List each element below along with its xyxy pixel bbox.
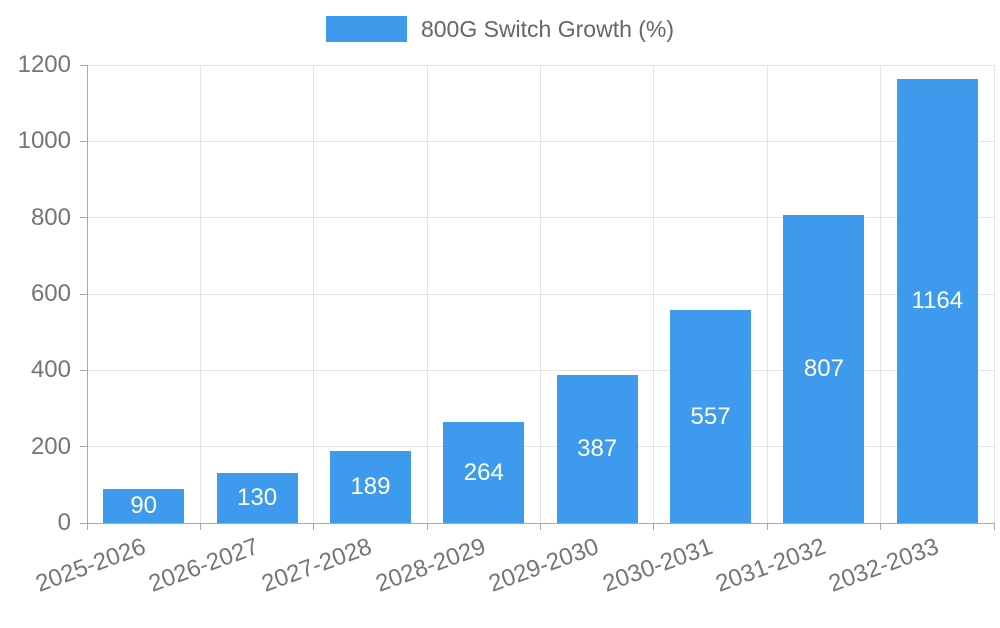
y-tick-mark [80, 217, 87, 219]
x-gridline [993, 65, 995, 523]
x-tick-mark [313, 523, 315, 530]
x-tick-mark [993, 523, 995, 530]
x-gridline [426, 65, 428, 523]
y-tick-label: 1200 [17, 51, 71, 78]
y-tick-mark [80, 369, 87, 371]
legend-swatch-icon [325, 16, 407, 42]
bar[interactable]: 189 [329, 450, 411, 523]
y-tick-label: 800 [30, 203, 71, 231]
bar-value-label: 189 [350, 472, 391, 500]
y-tick-label: 1000 [17, 127, 71, 155]
x-tick-mark [426, 523, 428, 530]
x-tick-label: 2029-2030 [485, 533, 603, 598]
y-tick-mark [80, 446, 87, 448]
x-axis-line [80, 522, 994, 524]
x-tick-mark [199, 523, 201, 530]
bar[interactable]: 130 [216, 473, 298, 523]
bar-value-label: 90 [130, 491, 158, 519]
bar[interactable]: 387 [556, 375, 638, 523]
y-tick-mark [80, 140, 87, 142]
bar-value-label: 1164 [911, 286, 964, 314]
x-tick-mark [880, 523, 882, 530]
x-gridline [880, 65, 882, 523]
bar[interactable]: 90 [103, 488, 185, 523]
bar-value-label: 264 [463, 458, 504, 486]
y-axis-line [86, 65, 88, 530]
bar-value-label: 807 [803, 354, 844, 382]
y-tick-label: 400 [30, 356, 71, 384]
x-gridline [199, 65, 201, 523]
x-gridline [766, 65, 768, 523]
x-tick-mark [766, 523, 768, 530]
x-gridline [540, 65, 541, 523]
bar[interactable]: 264 [443, 422, 525, 523]
x-tick-label: 2032-2033 [825, 533, 943, 598]
y-tick-label: 0 [57, 509, 71, 536]
x-tick-mark [653, 523, 655, 530]
legend[interactable]: 800G Switch Growth (%) [0, 16, 1000, 42]
y-tick-mark [80, 64, 87, 66]
x-gridline [313, 65, 315, 523]
bar-value-label: 387 [577, 435, 618, 463]
bar-value-label: 130 [237, 484, 278, 512]
bar[interactable]: 557 [670, 310, 752, 523]
x-gridline [653, 65, 655, 523]
bar-value-label: 557 [690, 402, 731, 430]
bar-chart: 800G Switch Growth (%) 0 200 400 600 800 1000… [0, 16, 1000, 598]
bar[interactable]: 807 [783, 214, 865, 523]
x-tick-mark [540, 523, 541, 530]
y-tick-mark [80, 293, 87, 295]
legend-label: 800G Switch Growth (%) [420, 16, 675, 42]
y-tick-label: 200 [30, 432, 71, 460]
bar[interactable]: 1164 [896, 78, 978, 523]
y-tick-label: 600 [30, 280, 71, 307]
